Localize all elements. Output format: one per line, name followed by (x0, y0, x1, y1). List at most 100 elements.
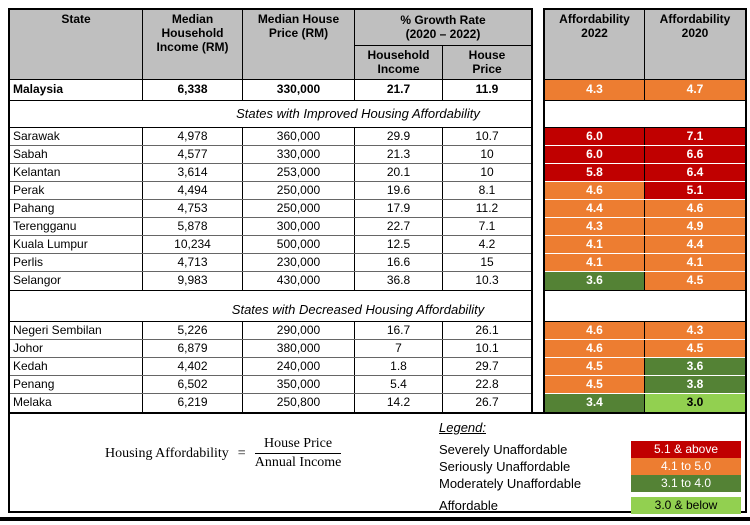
malaysia-affordability-row: 4.3 4.7 (545, 80, 745, 100)
aff2022-cell: 4.5 (545, 376, 645, 393)
aff2020-cell: 4.1 (645, 254, 745, 271)
price-cell: 380,000 (243, 340, 355, 357)
table-row: Selangor 9,983 430,000 36.8 10.3 (10, 272, 531, 290)
affordability-row: 4.3 4.9 (545, 218, 745, 236)
affordability-row: 4.6 4.5 (545, 340, 745, 358)
aff2020-cell: 4.5 (645, 340, 745, 357)
growth-price-cell: 22.8 (475, 377, 499, 391)
state-cell: Perak (10, 182, 143, 199)
growth-income-cell: 21.3 (355, 146, 443, 163)
growth-price-cell: 11.9 (475, 82, 499, 96)
affordability-row: 4.1 4.1 (545, 254, 745, 272)
state-cell: Pahang (10, 200, 143, 217)
affordability-row: 5.8 6.4 (545, 164, 745, 182)
income-cell: 4,494 (143, 182, 243, 199)
aff2020-cell: 6.6 (645, 146, 745, 163)
growth-price-cell: 4.2 (478, 237, 496, 251)
affordability-row: 4.1 4.4 (545, 236, 745, 254)
affordability-row: 4.5 3.8 (545, 376, 745, 394)
legend-item: Severely Unaffordable 5.1 & above (439, 441, 741, 458)
affordability-row: 4.5 3.6 (545, 358, 745, 376)
growth-income-cell: 12.5 (355, 236, 443, 253)
section-divider (10, 100, 531, 128)
aff2022-cell: 3.6 (545, 272, 645, 290)
legend-item: Affordable 3.0 & below (439, 497, 741, 514)
formula-fraction: House Price Annual Income (254, 436, 342, 471)
growth-income-cell: 20.1 (355, 164, 443, 181)
aff2022-cell: 3.4 (545, 394, 645, 412)
formula-numerator: House Price (254, 436, 342, 454)
formula-equals: = (237, 445, 246, 461)
growth-income-cell: 17.9 (355, 200, 443, 217)
section-title-improved: States with Improved Housing Affordabili… (236, 106, 480, 121)
affordability-row: 6.0 7.1 (545, 128, 745, 146)
legend-rows: Severely Unaffordable 5.1 & above Seriousl… (439, 441, 741, 514)
growth-price-cell: 10 (480, 147, 494, 161)
growth-price-cell: 15 (480, 255, 494, 269)
bottom-rule (0, 517, 750, 521)
price-cell: 250,000 (243, 200, 355, 217)
growth-income-cell: 22.7 (355, 218, 443, 235)
aff2020-cell: 4.9 (645, 218, 745, 235)
legend: Legend: Severely Unaffordable 5.1 & above… (439, 420, 741, 514)
legend-color-box: 5.1 & above (631, 441, 741, 458)
header-median-price: Median House Price (RM) (243, 10, 355, 79)
state-cell: Kuala Lumpur (10, 236, 143, 253)
growth-price-cell: 10.3 (475, 273, 499, 287)
price-cell: 253,000 (243, 164, 355, 181)
affordability-row: 4.4 4.6 (545, 200, 745, 218)
growth-income-cell: 1.8 (355, 358, 443, 375)
price-cell: 230,000 (243, 254, 355, 271)
aff2020-cell: 3.0 (645, 394, 745, 412)
formula-denominator: Annual Income (254, 455, 342, 470)
income-cell: 9,983 (143, 272, 243, 290)
income-cell: 4,577 (143, 146, 243, 163)
aff2020-cell: 7.1 (645, 128, 745, 145)
section-divider (545, 100, 745, 128)
growth-income-cell: 16.7 (355, 322, 443, 339)
state-cell: Sabah (10, 146, 143, 163)
aff2022-cell: 4.6 (545, 182, 645, 199)
affordability-row: 3.4 3.0 (545, 394, 745, 412)
growth-price-cell: 29.7 (475, 359, 499, 373)
header-growth-group: % Growth Rate (2020 – 2022) Household In… (355, 10, 531, 79)
decreased-section-rows: Negeri Sembilan 5,226 290,000 16.7 26.1 Johor… (10, 322, 531, 412)
aff2022-cell: 4.3 (545, 218, 645, 235)
table-row: Penang 6,502 350,000 5.4 22.8 (10, 376, 531, 394)
table-row: Negeri Sembilan 5,226 290,000 16.7 26.1 (10, 322, 531, 340)
price-cell: 350,000 (243, 376, 355, 393)
growth-income-cell: 36.8 (355, 272, 443, 290)
legend-label: Seriously Unaffordable (439, 459, 571, 474)
aff2022-cell: 4.1 (545, 236, 645, 253)
header-growth-rate: % Growth Rate (2020 – 2022) (355, 10, 531, 46)
state-cell: Sarawak (10, 128, 143, 145)
aff2022-cell: 6.0 (545, 146, 645, 163)
legend-label: Affordable (439, 498, 499, 513)
legend-title: Legend: (439, 420, 486, 435)
header-affordability-2022: Affordability 2022 (545, 10, 645, 79)
state-cell: Malaysia (10, 80, 143, 100)
aff2022-cell: 4.1 (545, 254, 645, 271)
state-cell: Kedah (10, 358, 143, 375)
footer-box: Housing Affordability = House Price Annu… (8, 412, 747, 514)
growth-price-cell: 10.1 (475, 341, 499, 355)
aff2020-cell: 4.4 (645, 236, 745, 253)
growth-income-cell: 14.2 (355, 394, 443, 412)
legend-label: Severely Unaffordable (439, 442, 568, 457)
price-cell: 360,000 (243, 128, 355, 145)
income-cell: 5,226 (143, 322, 243, 339)
income-cell: 3,614 (143, 164, 243, 181)
income-cell: 6,879 (143, 340, 243, 357)
affordability-header-row: Affordability 2022 Affordability 2020 (545, 10, 745, 80)
table-row: Kedah 4,402 240,000 1.8 29.7 (10, 358, 531, 376)
growth-income-cell: 7 (355, 340, 443, 357)
aff2022-cell: 5.8 (545, 164, 645, 181)
affordability-row: 6.0 6.6 (545, 146, 745, 164)
malaysia-row: Malaysia 6,338 330,000 21.7 11.9 (10, 80, 531, 100)
growth-price-cell: 26.7 (475, 395, 499, 409)
income-cell: 6,338 (143, 80, 243, 100)
state-cell: Terengganu (10, 218, 143, 235)
affordability-formula: Housing Affordability = House Price Annu… (105, 436, 342, 471)
table-row: Terengganu 5,878 300,000 22.7 7.1 (10, 218, 531, 236)
